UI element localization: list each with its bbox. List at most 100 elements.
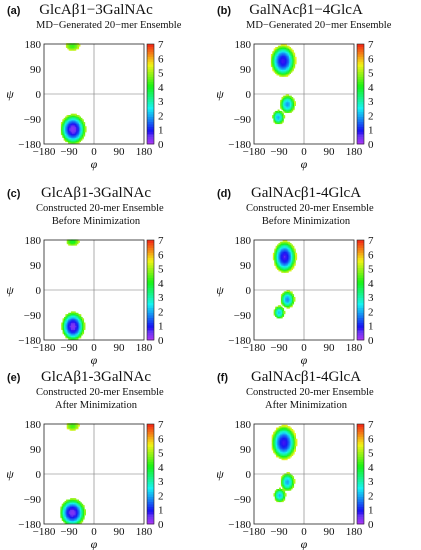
density-cell	[285, 245, 288, 248]
density-cell	[277, 306, 280, 309]
density-cell	[285, 487, 288, 490]
density-cell	[69, 140, 72, 143]
density-cell	[72, 517, 75, 520]
density-cell	[279, 500, 281, 503]
plot-frame	[253, 239, 355, 341]
density-cell	[285, 480, 288, 483]
density-cell	[79, 325, 82, 328]
density-cell	[272, 59, 275, 62]
x-axis-label: φ	[301, 157, 308, 171]
density-cell	[289, 259, 292, 262]
density-cell	[277, 259, 280, 262]
density-cell	[80, 137, 83, 140]
density-cell	[283, 48, 286, 51]
density-cell	[81, 512, 84, 515]
density-cell	[289, 473, 292, 476]
density-cell	[80, 129, 83, 131]
density-cell	[290, 250, 293, 252]
density-cell	[79, 314, 82, 317]
density-cell	[69, 425, 72, 428]
density-cell	[84, 126, 87, 129]
colorbar-tick-label: 7	[368, 419, 374, 431]
density-cell	[275, 70, 278, 73]
density-cell	[290, 48, 293, 51]
density-cell	[71, 502, 74, 505]
y-axis-label: ψ	[216, 87, 224, 101]
density-cell	[289, 56, 291, 59]
density-cell	[277, 434, 280, 437]
density-cell	[289, 58, 291, 61]
density-cell	[77, 323, 80, 326]
density-cell	[279, 312, 282, 315]
density-cell	[282, 483, 285, 486]
density-cell	[279, 113, 281, 116]
density-cell	[76, 116, 79, 119]
density-cell	[81, 520, 84, 523]
panel-subtitle: After Minimization	[265, 400, 347, 411]
density-cell	[290, 479, 293, 481]
density-cell	[277, 454, 280, 456]
density-cell	[291, 55, 294, 58]
density-cell	[77, 117, 80, 120]
density-cell	[281, 438, 284, 441]
colorbar-segment	[357, 242, 364, 246]
density-cell	[286, 296, 289, 299]
density-cell	[274, 497, 277, 500]
density-cell	[279, 265, 282, 268]
density-cell	[279, 47, 282, 50]
colorbar-segment	[147, 471, 154, 475]
density-cell	[79, 513, 82, 516]
density-cell	[291, 97, 294, 100]
density-cell	[82, 318, 85, 321]
colorbar-segment	[147, 489, 154, 492]
density-cell	[74, 116, 77, 119]
density-cell	[72, 498, 75, 501]
density-cell	[280, 47, 283, 50]
density-cell	[286, 306, 289, 309]
y-tick-label: −180	[18, 519, 41, 531]
density-cell	[66, 336, 69, 339]
density-cell	[75, 516, 78, 519]
density-cell	[72, 425, 75, 428]
density-cell	[291, 109, 294, 112]
density-cell	[70, 140, 73, 143]
density-cell	[284, 258, 286, 261]
density-cell	[70, 134, 73, 137]
density-cell	[292, 434, 295, 437]
density-cell	[74, 512, 77, 515]
density-cell	[287, 484, 290, 487]
density-cell	[282, 66, 285, 69]
density-cell	[278, 456, 281, 459]
colorbar-segment	[357, 141, 364, 145]
x-axis-label: φ	[301, 353, 308, 367]
colorbar-segment	[147, 91, 154, 95]
density-cell	[291, 448, 294, 451]
density-cell	[284, 451, 287, 454]
density-cell	[288, 261, 291, 264]
density-cell	[287, 54, 290, 56]
density-cell	[285, 294, 288, 297]
density-cell	[61, 519, 64, 521]
density-cell	[71, 47, 74, 50]
density-cell	[282, 74, 285, 77]
density-cell	[294, 438, 296, 441]
density-cell	[286, 48, 289, 51]
density-cell	[274, 445, 277, 448]
density-cell	[67, 122, 70, 125]
density-cluster	[273, 305, 286, 319]
density-cell	[80, 133, 83, 136]
density-cell	[280, 302, 283, 305]
density-cell	[279, 69, 282, 72]
density-cells	[270, 44, 297, 125]
density-cell	[284, 70, 287, 73]
density-cell	[72, 134, 75, 137]
density-cell	[288, 266, 291, 269]
density-cell	[72, 321, 75, 324]
density-cell	[279, 310, 282, 313]
colorbar-tick-label: 2	[368, 306, 374, 318]
density-cell	[81, 517, 84, 520]
density-cell	[285, 426, 288, 429]
panel-title: GalNAcβ1−4GlcA	[249, 2, 363, 18]
density-cell	[67, 47, 70, 50]
density-cell	[287, 444, 290, 447]
